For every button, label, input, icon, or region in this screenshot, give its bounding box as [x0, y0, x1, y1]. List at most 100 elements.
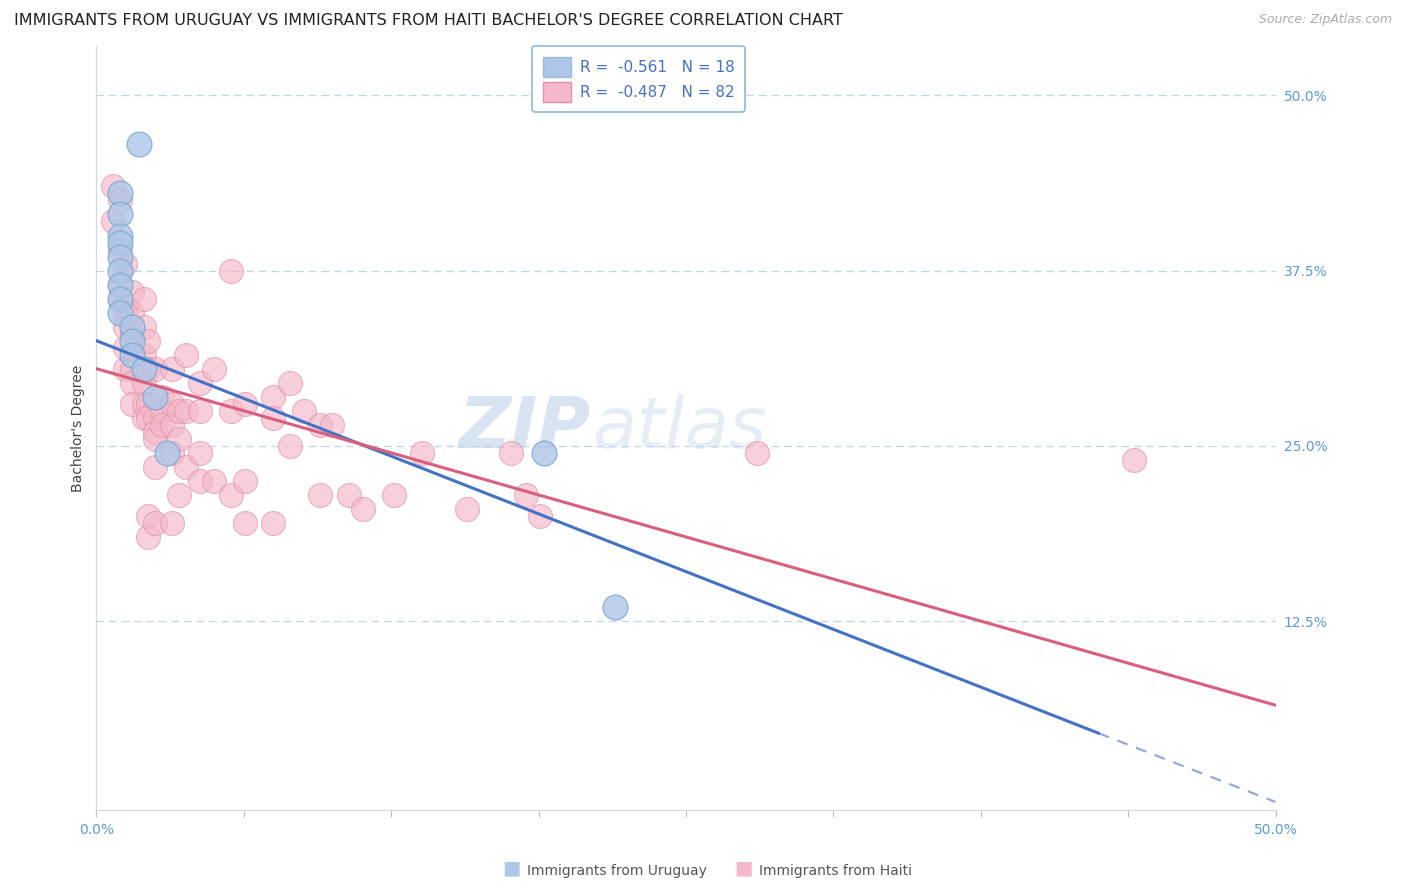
Point — [108, 186, 131, 201]
Point — [121, 376, 143, 390]
Point — [108, 292, 131, 306]
Text: ZIP: ZIP — [460, 393, 592, 463]
Point — [219, 403, 242, 417]
Point — [501, 446, 523, 460]
Point — [108, 228, 131, 243]
Point — [188, 474, 211, 488]
Point — [309, 488, 332, 502]
Point — [121, 348, 143, 362]
Text: atlas: atlas — [592, 393, 766, 463]
Point — [352, 502, 374, 516]
Point — [132, 376, 155, 390]
Point — [143, 432, 166, 446]
Point — [108, 235, 131, 250]
Point — [108, 207, 131, 221]
Point — [143, 390, 166, 404]
Point — [114, 256, 136, 270]
Point — [202, 361, 225, 376]
Point — [745, 446, 768, 460]
Point — [121, 348, 143, 362]
Point — [188, 403, 211, 417]
Point — [121, 285, 143, 299]
Point — [143, 459, 166, 474]
Point — [174, 348, 197, 362]
Point — [411, 446, 433, 460]
Point — [132, 410, 155, 425]
Point — [188, 446, 211, 460]
Point — [143, 516, 166, 530]
Point — [121, 326, 143, 341]
Point — [136, 361, 159, 376]
Point — [533, 446, 555, 460]
Point — [174, 403, 197, 417]
Point — [167, 488, 190, 502]
Point — [278, 439, 301, 453]
Point — [114, 305, 136, 319]
Point — [321, 417, 343, 432]
Point — [108, 292, 131, 306]
Point — [101, 179, 124, 194]
Legend: R =  -0.561   N = 18, R =  -0.487   N = 82: R = -0.561 N = 18, R = -0.487 N = 82 — [533, 46, 745, 112]
Point — [309, 417, 332, 432]
Point — [605, 600, 627, 615]
Point — [108, 277, 131, 292]
Point — [108, 305, 131, 319]
Point — [132, 319, 155, 334]
Point — [150, 390, 173, 404]
Point — [456, 502, 478, 516]
Point — [167, 432, 190, 446]
Point — [121, 334, 143, 348]
Point — [132, 361, 155, 376]
Point — [136, 530, 159, 544]
Point — [156, 446, 179, 460]
Point — [233, 474, 256, 488]
Point — [167, 403, 190, 417]
Text: Immigrants from Uruguay: Immigrants from Uruguay — [527, 863, 707, 878]
Point — [219, 488, 242, 502]
Point — [143, 410, 166, 425]
Point — [143, 361, 166, 376]
Point — [160, 361, 183, 376]
Text: ■: ■ — [734, 859, 752, 878]
Point — [515, 488, 537, 502]
Point — [278, 376, 301, 390]
Point — [174, 459, 197, 474]
Point — [150, 417, 173, 432]
Point — [108, 277, 131, 292]
Point — [121, 319, 143, 334]
Point — [262, 390, 284, 404]
Point — [132, 348, 155, 362]
Point — [292, 403, 315, 417]
Point — [160, 417, 183, 432]
Point — [108, 194, 131, 208]
Point — [160, 397, 183, 411]
Point — [108, 243, 131, 257]
Point — [136, 410, 159, 425]
Point — [143, 425, 166, 439]
Point — [188, 376, 211, 390]
Point — [114, 319, 136, 334]
Point — [101, 214, 124, 228]
Point — [114, 361, 136, 376]
Point — [132, 397, 155, 411]
Text: Source: ZipAtlas.com: Source: ZipAtlas.com — [1258, 13, 1392, 27]
Point — [160, 446, 183, 460]
Point — [114, 341, 136, 355]
Point — [233, 516, 256, 530]
Point — [262, 516, 284, 530]
Point — [121, 305, 143, 319]
Point — [128, 137, 150, 152]
Text: ■: ■ — [502, 859, 520, 878]
Point — [1123, 453, 1146, 467]
Point — [337, 488, 360, 502]
Point — [121, 397, 143, 411]
Point — [382, 488, 405, 502]
Text: Immigrants from Haiti: Immigrants from Haiti — [759, 863, 912, 878]
Point — [150, 403, 173, 417]
Point — [114, 299, 136, 313]
Point — [202, 474, 225, 488]
Point — [136, 334, 159, 348]
Y-axis label: Bachelor's Degree: Bachelor's Degree — [72, 365, 86, 491]
Point — [233, 397, 256, 411]
Point — [136, 397, 159, 411]
